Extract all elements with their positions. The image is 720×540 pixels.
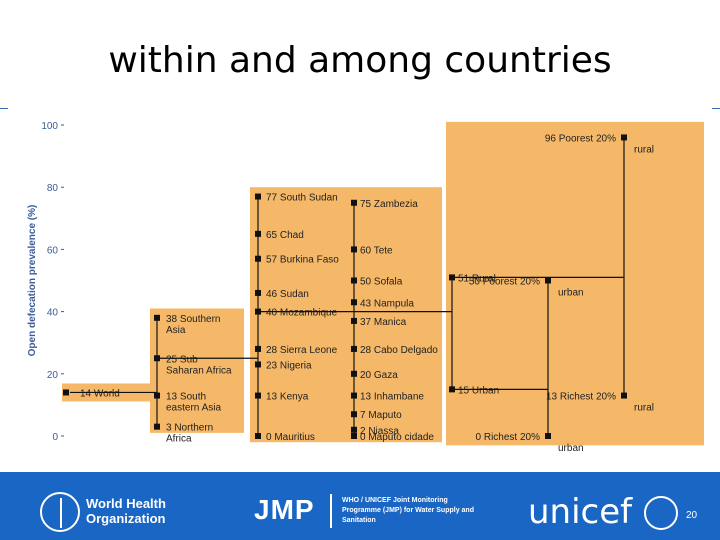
y-tick-label: 20	[47, 370, 59, 381]
countries-label: 57 Burkina Faso	[266, 255, 339, 266]
panel-countries	[250, 187, 346, 443]
regions-label: 13 South	[166, 392, 206, 403]
panel-provinces	[346, 187, 442, 443]
provinces-marker	[351, 246, 357, 253]
provinces-marker	[351, 317, 357, 324]
panel-wealth	[446, 121, 704, 446]
rural-wealth-marker	[621, 134, 627, 141]
regions-label: 3 Northern	[166, 423, 213, 434]
countries-label: 13 Kenya	[266, 392, 309, 403]
provinces-marker	[351, 411, 357, 418]
unicef-emblem-icon	[644, 496, 678, 530]
page-number: 20	[686, 510, 698, 521]
countries-marker	[255, 392, 261, 399]
provinces-label: 2 Niassa	[360, 426, 399, 437]
provinces-label: 43 Nampula	[360, 298, 414, 309]
footer-bar: World Health Organization JMP WHO / UNIC…	[0, 472, 720, 540]
y-tick-label: 80	[47, 183, 59, 194]
residence-label: 51 Rural	[458, 273, 496, 284]
world-marker	[63, 389, 69, 396]
countries-label: 46 Sudan	[266, 289, 309, 300]
urban-wealth-label: 50 Poorest 20%	[469, 277, 540, 288]
regions-label: Saharan Africa	[166, 365, 232, 376]
countries-marker	[255, 289, 261, 296]
provinces-label: 0 Maputo cidade	[360, 432, 434, 443]
y-tick-label: 60	[47, 245, 59, 256]
provinces-marker	[351, 199, 357, 206]
regions-marker	[154, 423, 160, 430]
countries-marker	[255, 255, 261, 262]
urban-wealth-marker	[545, 277, 551, 284]
jmp-logo: JMP	[254, 494, 315, 525]
slide-title: within and among countries	[108, 40, 612, 81]
regions-label: Africa	[166, 434, 192, 445]
provinces-marker	[351, 426, 357, 433]
provinces-label: 28 Cabo Delgado	[360, 345, 438, 356]
regions-marker	[154, 314, 160, 321]
title-rule-left	[0, 108, 8, 109]
y-tick-label: 0	[52, 432, 58, 443]
panel-regions	[150, 308, 244, 433]
world-label: 14 World	[80, 388, 120, 399]
provinces-marker	[351, 370, 357, 377]
provinces-label: 60 Tete	[360, 245, 393, 256]
open-defecation-chart: Open defecation prevalence (%) 0 20 40 60 80 1…	[27, 121, 704, 454]
provinces-marker	[351, 277, 357, 284]
provinces-label: 20 Gaza	[360, 370, 398, 381]
provinces-label: 7 Maputo	[360, 410, 402, 421]
provinces-label: 50 Sofala	[360, 277, 403, 288]
countries-label: 77 South Sudan	[266, 193, 338, 204]
regions-marker	[154, 392, 160, 399]
countries-label: 40 Mozambique	[266, 308, 338, 319]
countries-marker	[255, 193, 261, 200]
who-logo: World Health Organization	[40, 492, 180, 532]
rural-wealth-label: 13 Richest 20%	[546, 392, 616, 403]
countries-label: 65 Chad	[266, 230, 304, 241]
unicef-logo: unicef	[528, 492, 633, 532]
residence-label: 15 Urban	[458, 385, 499, 396]
urban-wealth-label: urban	[558, 443, 584, 454]
countries-label: 0 Mauritius	[266, 432, 315, 443]
jmp-description: WHO / UNICEF Joint Monitoring Programme …	[342, 497, 474, 524]
rural-wealth-label: rural	[634, 144, 654, 155]
provinces-marker	[351, 345, 357, 352]
countries-marker	[255, 361, 261, 368]
y-tick-label: 40	[47, 308, 59, 319]
provinces-label: 75 Zambezia	[360, 199, 418, 210]
regions-label: 25 Sub	[166, 354, 198, 365]
countries-label: 23 Nigeria	[266, 360, 312, 371]
title-rule-right	[712, 108, 720, 109]
who-logo-text: World Health Organization	[86, 496, 166, 526]
provinces-label: 37 Manica	[360, 317, 407, 328]
provinces-marker	[351, 433, 357, 439]
y-tick-label: 100	[41, 121, 58, 132]
urban-wealth-marker	[545, 433, 551, 439]
rural-wealth-label: 96 Poorest 20%	[545, 133, 616, 144]
provinces-marker	[351, 392, 357, 399]
who-emblem-icon	[40, 492, 80, 532]
countries-marker	[255, 345, 261, 352]
provinces-marker	[351, 299, 357, 306]
provinces-label: 13 Inhambane	[360, 392, 424, 403]
regions-label: eastern Asia	[166, 403, 221, 414]
jmp-divider	[330, 494, 332, 528]
urban-wealth-label: urban	[558, 288, 584, 299]
countries-label: 28 Sierra Leone	[266, 345, 338, 356]
countries-marker	[255, 433, 261, 439]
regions-label: Asia	[166, 325, 186, 336]
regions-label: 38 Southern	[166, 314, 221, 325]
y-axis-label: Open defecation prevalence (%)	[27, 205, 38, 357]
countries-marker	[255, 230, 261, 237]
rural-wealth-label: rural	[634, 403, 654, 414]
rural-wealth-marker	[621, 392, 627, 399]
urban-wealth-label: 0 Richest 20%	[476, 432, 541, 443]
